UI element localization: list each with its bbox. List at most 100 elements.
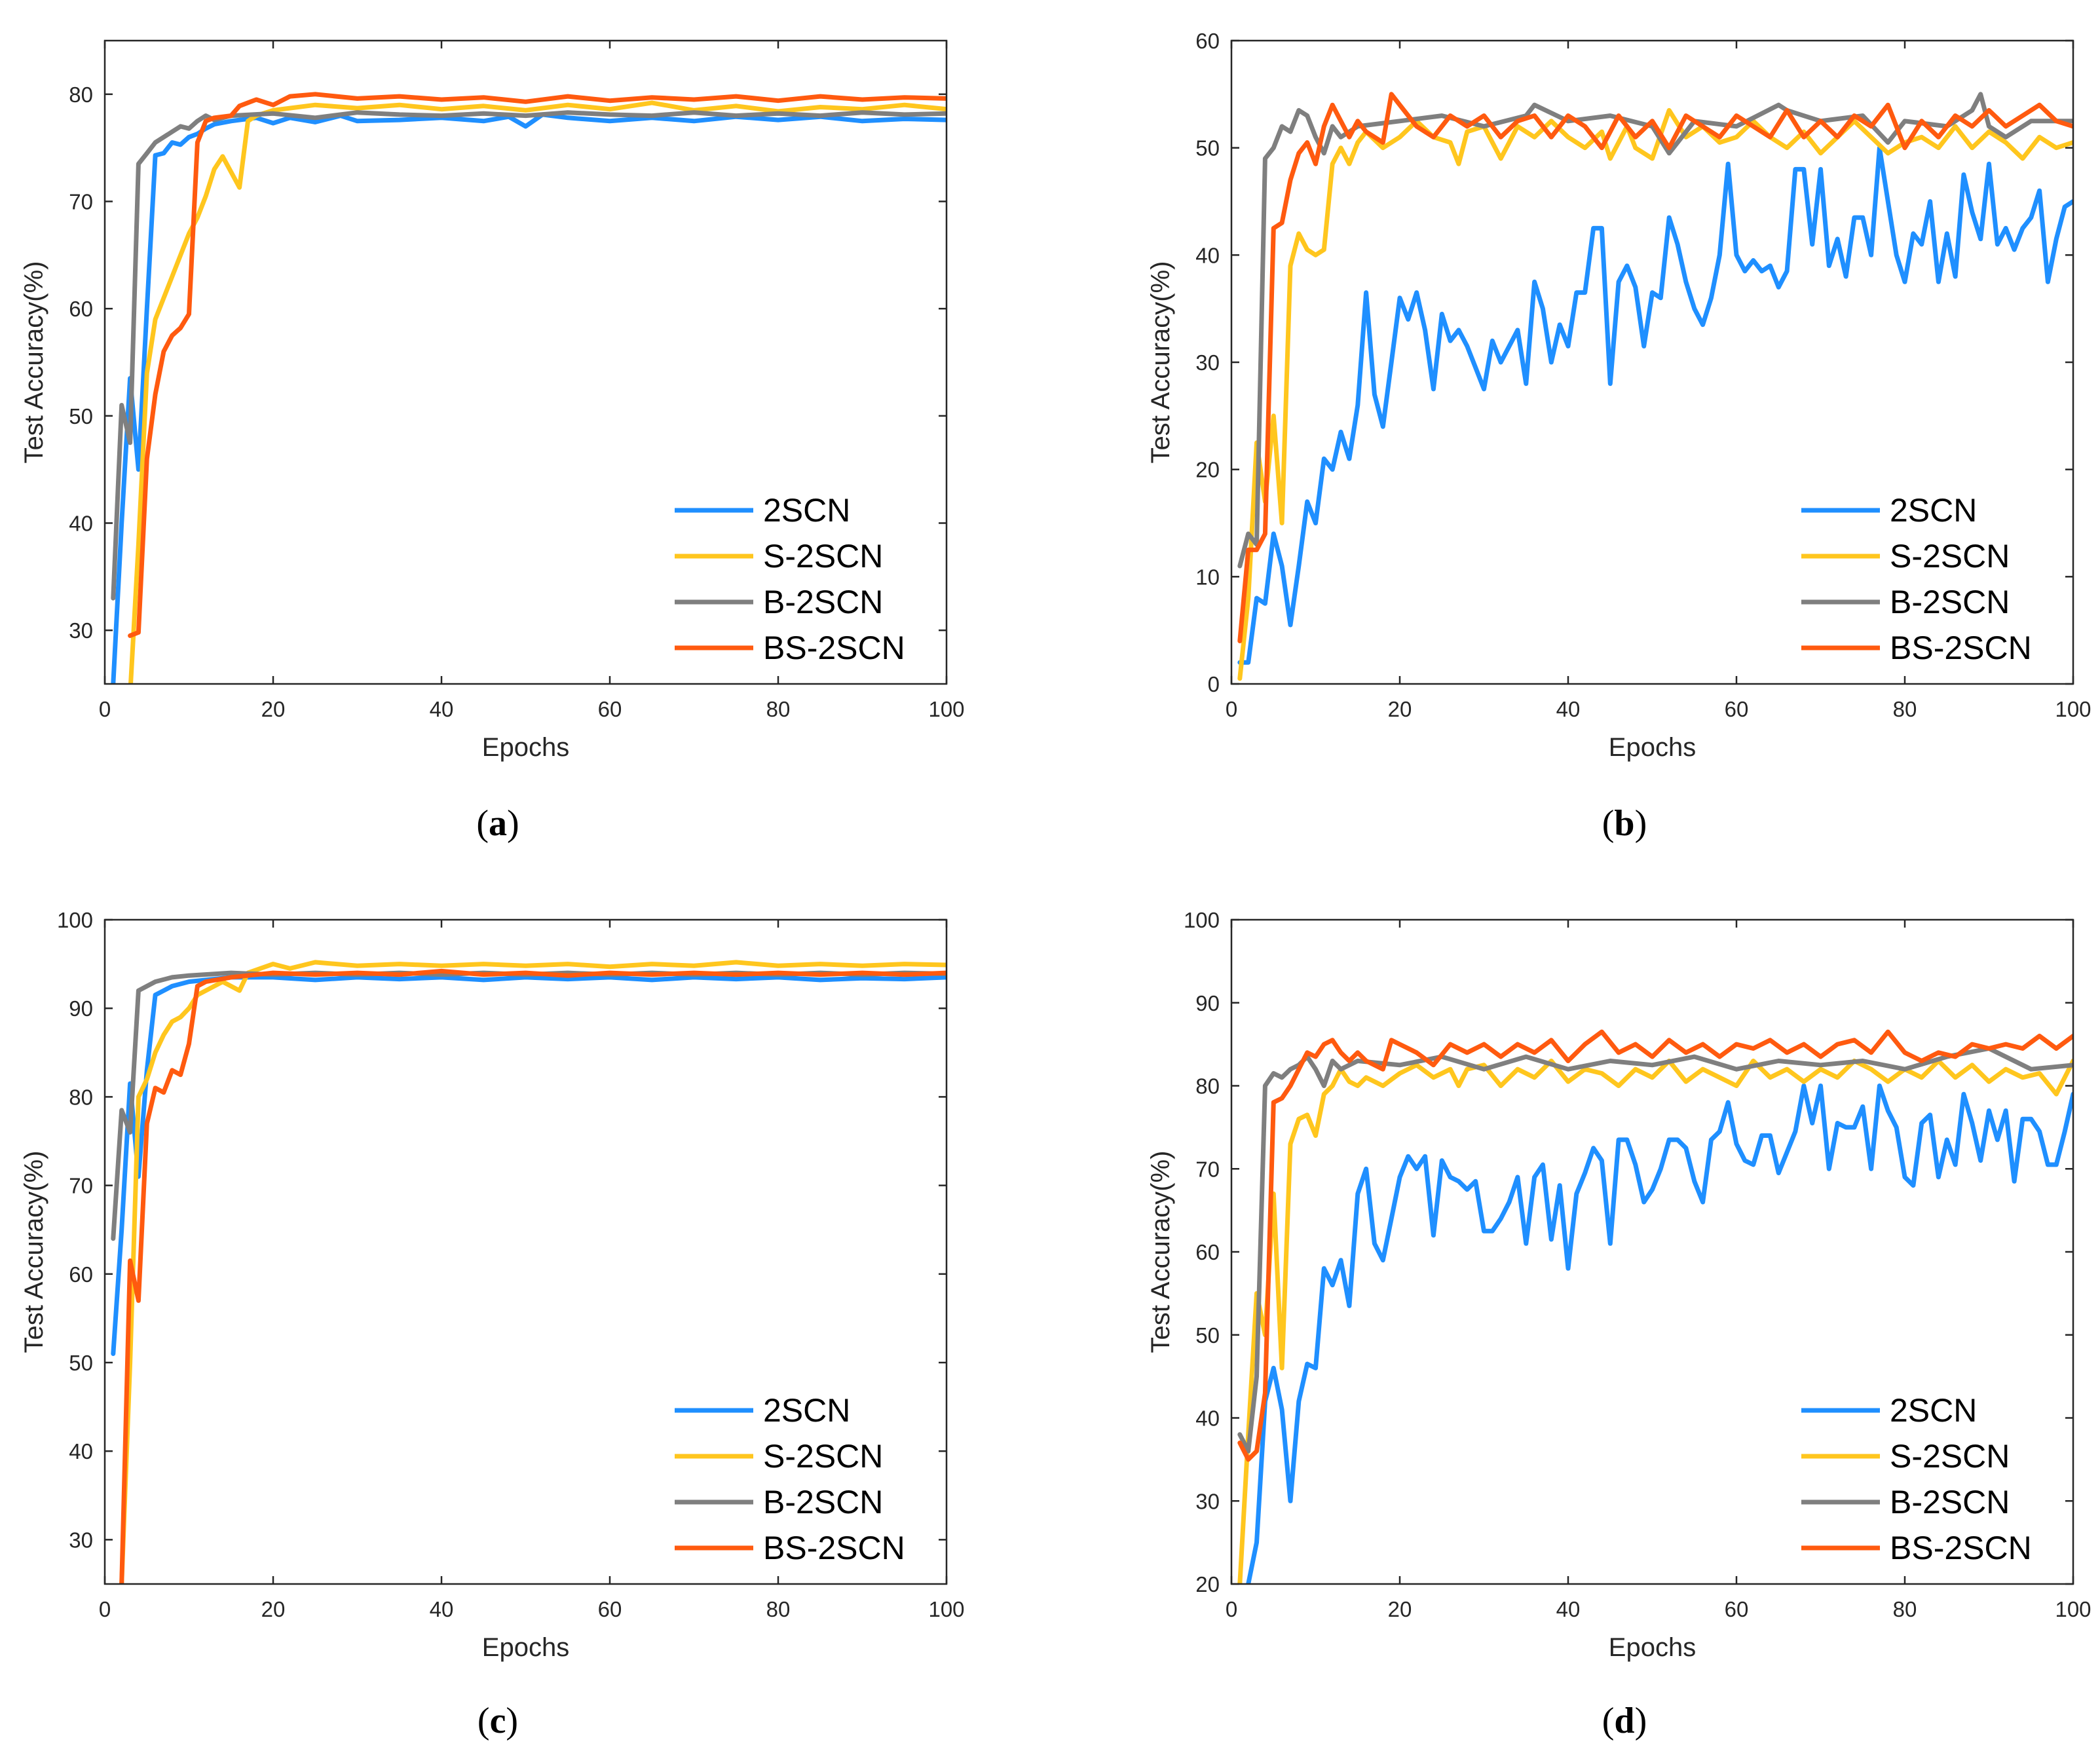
subplot-c: 0 20 40 60 80 100 30 40 50 60 70 80 90 100 Epochs Test … (20, 908, 965, 1741)
y-tick-label: 30 (1195, 1489, 1220, 1513)
y-tick-label: 90 (1195, 991, 1220, 1015)
subplot-b: 0 20 40 60 80 100 0 10 20 30 40 50 60 Epochs Test Accu… (1146, 29, 2091, 844)
subplot-caption: (d) (1602, 1701, 1647, 1741)
x-tick-label: 60 (598, 1597, 622, 1621)
y-tick-label: 60 (1195, 1240, 1220, 1264)
y-tick-label: 70 (69, 1174, 93, 1198)
series-line-2scn (1246, 1084, 2073, 1584)
legend-label-s-2scn: S-2SCN (763, 1438, 883, 1475)
y-tick-label: 80 (69, 1085, 93, 1109)
x-axis-label: Epochs (482, 733, 569, 762)
series-line-bs-2scn (119, 968, 947, 1584)
legend-label-s-2scn: S-2SCN (1890, 538, 2010, 575)
y-tick-label: 40 (69, 512, 93, 536)
y-tick-label: 20 (1195, 1572, 1220, 1596)
x-tick-label: 80 (766, 1597, 791, 1621)
y-tick-label: 60 (69, 1262, 93, 1287)
legend-label-bs-2scn: BS-2SCN (1890, 1530, 2032, 1566)
legend-label-2scn: 2SCN (763, 1392, 850, 1429)
y-tick-label: 0 (1208, 672, 1220, 696)
legend: 2SCN S-2SCN B-2SCN BS-2SCN (1801, 1392, 2032, 1566)
series-line-2scn (1237, 145, 2073, 665)
x-tick-label: 60 (1725, 1597, 1749, 1621)
x-tick-label: 80 (1893, 1597, 1917, 1621)
y-tick-label: 40 (69, 1439, 93, 1463)
x-tick-label: 100 (2055, 697, 2091, 721)
axes-box (103, 39, 948, 685)
legend-label-s-2scn: S-2SCN (763, 538, 883, 575)
x-tick-label: 0 (1226, 697, 1237, 721)
series-line-s-2scn (1237, 1059, 2073, 1584)
series-lines (1237, 92, 2073, 681)
y-tick-label: 40 (1195, 243, 1220, 267)
x-tick-label: 100 (2055, 1597, 2091, 1621)
legend-label-b-2scn: B-2SCN (1890, 1484, 2010, 1520)
y-tick-label: 30 (69, 1528, 93, 1552)
x-tick-label: 60 (1725, 697, 1749, 721)
y-tick-label: 70 (1195, 1157, 1220, 1181)
y-axis-label: Test Accuracy(%) (20, 1151, 48, 1353)
legend-label-bs-2scn: BS-2SCN (1890, 630, 2032, 666)
subplot-d: 0 20 40 60 80 1002030405060708090100EpochsTes… (1146, 908, 2091, 1741)
series-line-b-2scn (1237, 92, 2073, 569)
y-tick-label: 50 (69, 1351, 93, 1375)
x-tick-label: 0 (1226, 1597, 1237, 1621)
y-tick-label: 70 (69, 190, 93, 214)
y-tick-label: 50 (69, 404, 93, 428)
series-line-s-2scn (128, 100, 947, 684)
legend-label-bs-2scn: BS-2SCN (763, 630, 905, 666)
axes-box (103, 918, 948, 1585)
y-tick-label: 80 (1195, 1074, 1220, 1099)
y-tick-label: 80 (69, 83, 93, 107)
x-tick-label: 40 (430, 697, 454, 721)
x-tick-label: 20 (261, 1597, 286, 1621)
legend-label-2scn: 2SCN (1890, 492, 1977, 529)
x-tick-label: 100 (928, 1597, 964, 1621)
x-tick-label: 80 (1893, 697, 1917, 721)
series-line-bs-2scn (1237, 1029, 2073, 1462)
x-tick-label: 60 (598, 697, 622, 721)
legend-label-2scn: 2SCN (1890, 1392, 1977, 1429)
y-tick-label: 50 (1195, 1323, 1220, 1348)
x-tick-label: 20 (1388, 697, 1412, 721)
legend-label-bs-2scn: BS-2SCN (763, 1530, 905, 1566)
legend-label-s-2scn: S-2SCN (1890, 1438, 2010, 1475)
series-line-bs-2scn (1237, 92, 2073, 643)
series-lines (1237, 1029, 2073, 1584)
y-tick-label: 20 (1195, 458, 1220, 482)
x-tick-label: 40 (1556, 1597, 1581, 1621)
x-tick-label: 100 (928, 697, 964, 721)
subplot-caption: (b) (1602, 803, 1647, 844)
legend: 2SCN S-2SCN B-2SCN BS-2SCN (675, 1392, 905, 1566)
y-axis-label: Test Accuracy(%) (1146, 261, 1175, 464)
legend-label-b-2scn: B-2SCN (763, 1484, 883, 1520)
series-line-2scn (111, 112, 947, 684)
legend: 2SCN S-2SCN B-2SCN BS-2SCN (675, 492, 905, 666)
y-tick-label: 30 (1195, 350, 1220, 375)
series-lines (111, 960, 947, 1584)
x-tick-label: 0 (99, 697, 111, 721)
series-line-2scn (111, 975, 947, 1356)
y-tick-label: 50 (1195, 136, 1220, 160)
x-axis-label: Epochs (1609, 1633, 1696, 1662)
x-tick-label: 80 (766, 697, 791, 721)
y-tick-label: 30 (69, 618, 93, 643)
series-line-b-2scn (111, 970, 947, 1241)
x-tick-label: 0 (99, 1597, 111, 1621)
series-line-bs-2scn (128, 92, 947, 638)
x-tick-label: 40 (430, 1597, 454, 1621)
legend-label-b-2scn: B-2SCN (1890, 584, 2010, 620)
x-axis-label: Epochs (482, 1633, 569, 1662)
legend-label-2scn: 2SCN (763, 492, 850, 529)
y-tick-label: 60 (69, 297, 93, 321)
y-tick-label: 100 (1184, 908, 1220, 932)
x-tick-label: 20 (261, 697, 286, 721)
y-tick-label: 60 (1195, 29, 1220, 53)
x-tick-label: 20 (1388, 1597, 1412, 1621)
subplot-caption: (a) (476, 803, 519, 844)
y-axis-label: Test Accuracy(%) (20, 261, 48, 464)
legend: 2SCN S-2SCN B-2SCN BS-2SCN (1801, 492, 2032, 666)
subplot-a: 0 20 40 60 80 100 30 40 50 60 70 80 Epochs Test Accur… (20, 39, 965, 844)
series-line-s-2scn (119, 960, 947, 1584)
